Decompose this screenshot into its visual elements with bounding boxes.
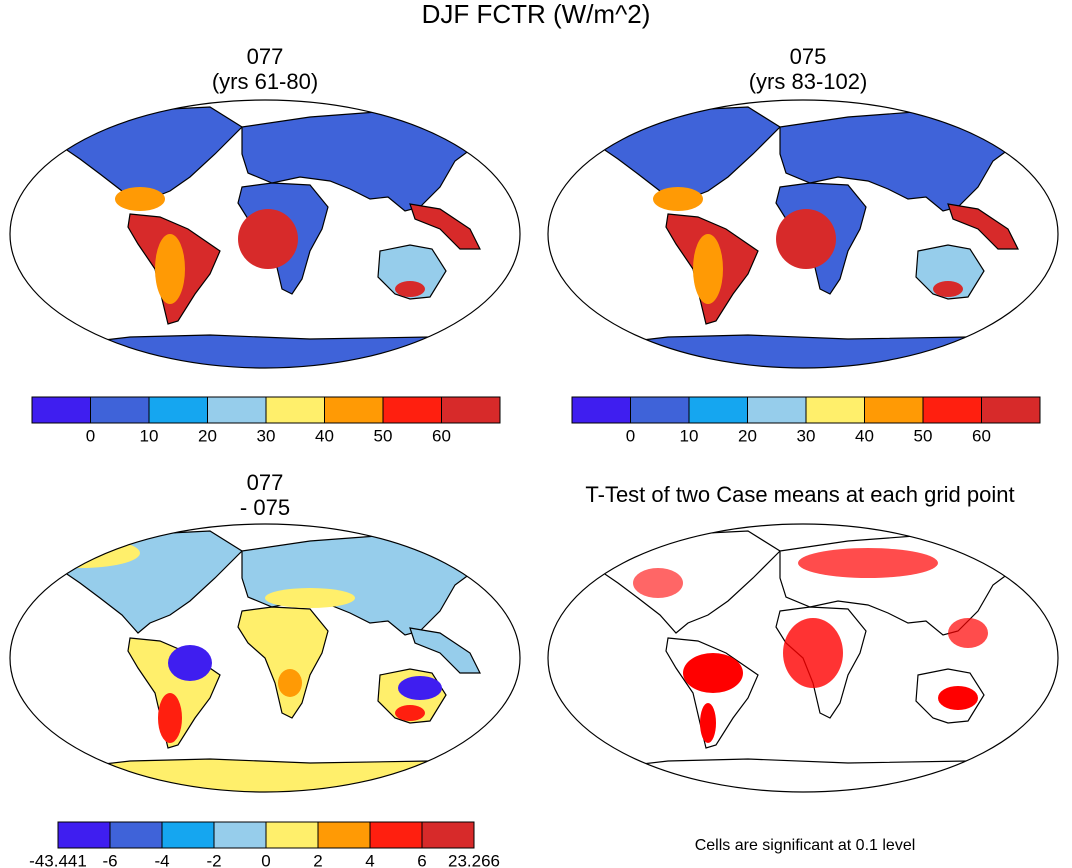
map	[547, 99, 1059, 369]
colorbar-box	[265, 396, 325, 424]
panel-title: (yrs 83-102)	[749, 69, 868, 94]
colorbar-box	[805, 396, 865, 424]
colorbar-label: 6	[417, 851, 426, 868]
panel-title: T-Test of two Case means at each grid po…	[585, 482, 1014, 507]
colorbar-box	[148, 396, 208, 424]
colorbar-box	[630, 396, 690, 424]
colorbar-box	[90, 396, 150, 424]
colorbar-label: 40	[855, 426, 874, 445]
colorbar-box	[382, 396, 442, 424]
colorbar-box	[317, 821, 371, 849]
map	[9, 99, 521, 369]
colorbar-box	[207, 396, 267, 424]
panel-title: - 075	[240, 495, 290, 520]
colorbar-box	[31, 396, 91, 424]
panel-title: 075	[790, 44, 827, 69]
colorbar-box	[441, 396, 501, 424]
map	[9, 523, 521, 793]
colorbar-label: 0	[86, 426, 95, 445]
colorbar-box	[981, 396, 1041, 424]
colorbar-box	[109, 821, 163, 849]
figure-title: DJF FCTR (W/m^2)	[422, 0, 651, 29]
colorbar-label: 10	[680, 426, 699, 445]
colorbar-label: 0	[626, 426, 635, 445]
colorbar-box	[688, 396, 748, 424]
panel-title: 077	[247, 470, 284, 495]
colorbar-box	[571, 396, 631, 424]
colorbar-label: -6	[102, 851, 117, 868]
colorbar-box	[864, 396, 924, 424]
colorbar-box	[213, 821, 267, 849]
colorbar-label: 60	[432, 426, 451, 445]
colorbar-label: 40	[315, 426, 334, 445]
colorbar-box	[57, 821, 111, 849]
colorbar-box	[747, 396, 807, 424]
colorbar-label: 0	[261, 851, 270, 868]
colorbar-label: 20	[198, 426, 217, 445]
colorbar-box	[922, 396, 982, 424]
panel-title: (yrs 61-80)	[212, 69, 318, 94]
colorbar-box	[161, 821, 215, 849]
colorbar-label: 20	[738, 426, 757, 445]
colorbar-label: 4	[365, 851, 374, 868]
colorbar-label: 23.266	[448, 851, 500, 868]
colorbar-label: 30	[257, 426, 276, 445]
colorbar-label: 60	[972, 426, 991, 445]
panel-title: 077	[247, 44, 284, 69]
colorbar-label: -2	[206, 851, 221, 868]
colorbar-box	[265, 821, 319, 849]
colorbar-label: 10	[140, 426, 159, 445]
colorbar-label: 50	[914, 426, 933, 445]
colorbar-box	[421, 821, 475, 849]
map	[547, 523, 1059, 793]
colorbar-label: -43.441	[29, 851, 87, 868]
panel-note: Cells are significant at 0.1 level	[695, 837, 916, 854]
colorbar-label: 50	[374, 426, 393, 445]
colorbar-label: 30	[797, 426, 816, 445]
colorbar-label: -4	[154, 851, 169, 868]
colorbar-box	[324, 396, 384, 424]
colorbar-label: 2	[313, 851, 322, 868]
colorbar-box	[369, 821, 423, 849]
